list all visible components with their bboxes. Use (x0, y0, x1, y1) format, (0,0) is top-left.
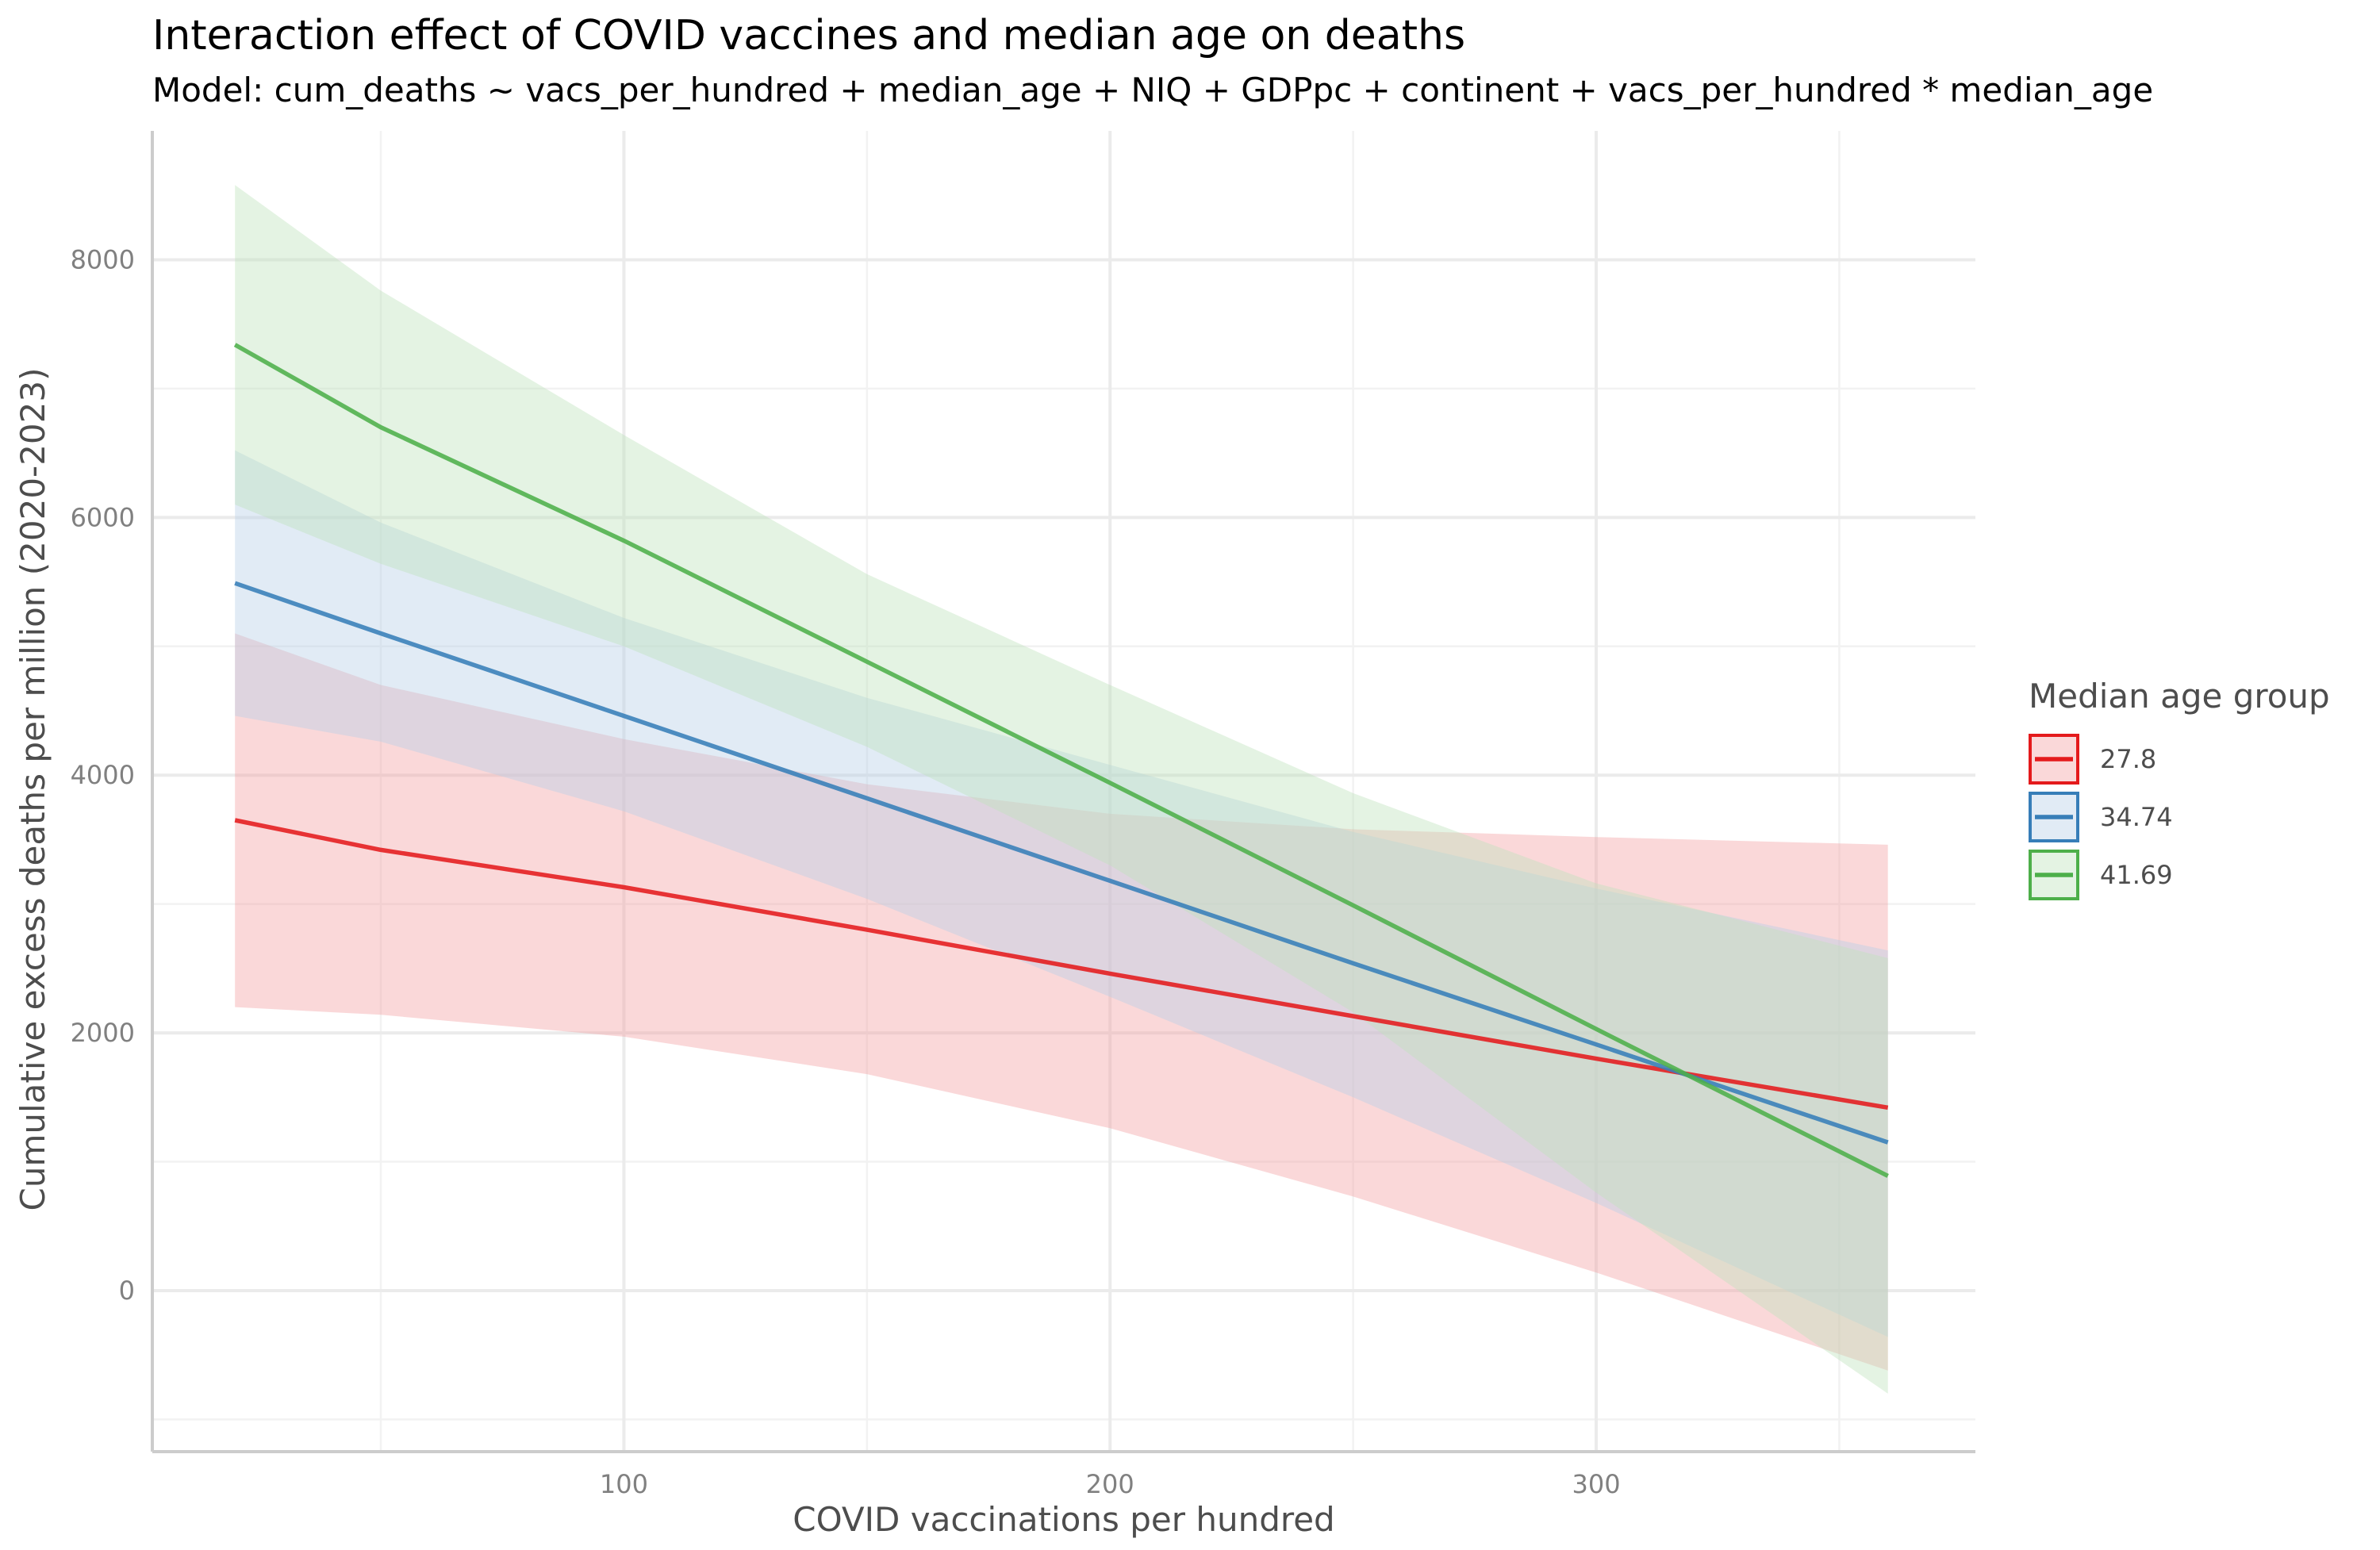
y-tick-label: 2000 (71, 1018, 135, 1048)
x-tick-labels: 100 200 300 (600, 1469, 1621, 1499)
legend-label: 34.74 (2100, 802, 2173, 832)
y-tick-label: 0 (119, 1276, 135, 1306)
y-tick-label: 6000 (71, 502, 135, 532)
y-axis-title: Cumulative excess deaths per million (20… (13, 368, 52, 1211)
legend-title: Median age group (2029, 677, 2330, 716)
legend-item: 34.74 (2030, 793, 2173, 841)
legend-label: 27.8 (2100, 744, 2156, 774)
x-tick-label: 200 (1086, 1469, 1134, 1499)
y-tick-label: 8000 (71, 244, 135, 274)
legend-item: 41.69 (2030, 851, 2173, 899)
legend: Median age group 27.8 34.74 41.69 (2029, 677, 2330, 899)
legend-item: 27.8 (2030, 735, 2156, 783)
chart-subtitle: Model: cum_deaths ~ vacs_per_hundred + m… (152, 71, 2153, 109)
x-tick-label: 300 (1572, 1469, 1620, 1499)
chart-title: Interaction effect of COVID vaccines and… (152, 12, 1465, 59)
x-tick-label: 100 (600, 1469, 648, 1499)
confidence-bands (235, 185, 1888, 1394)
y-tick-labels: 0 2000 4000 6000 8000 (71, 244, 135, 1306)
y-tick-label: 4000 (71, 760, 135, 790)
x-axis-title: COVID vaccinations per hundred (793, 1500, 1334, 1539)
legend-items: 27.8 34.74 41.69 (2030, 735, 2173, 899)
legend-label: 41.69 (2100, 860, 2173, 890)
